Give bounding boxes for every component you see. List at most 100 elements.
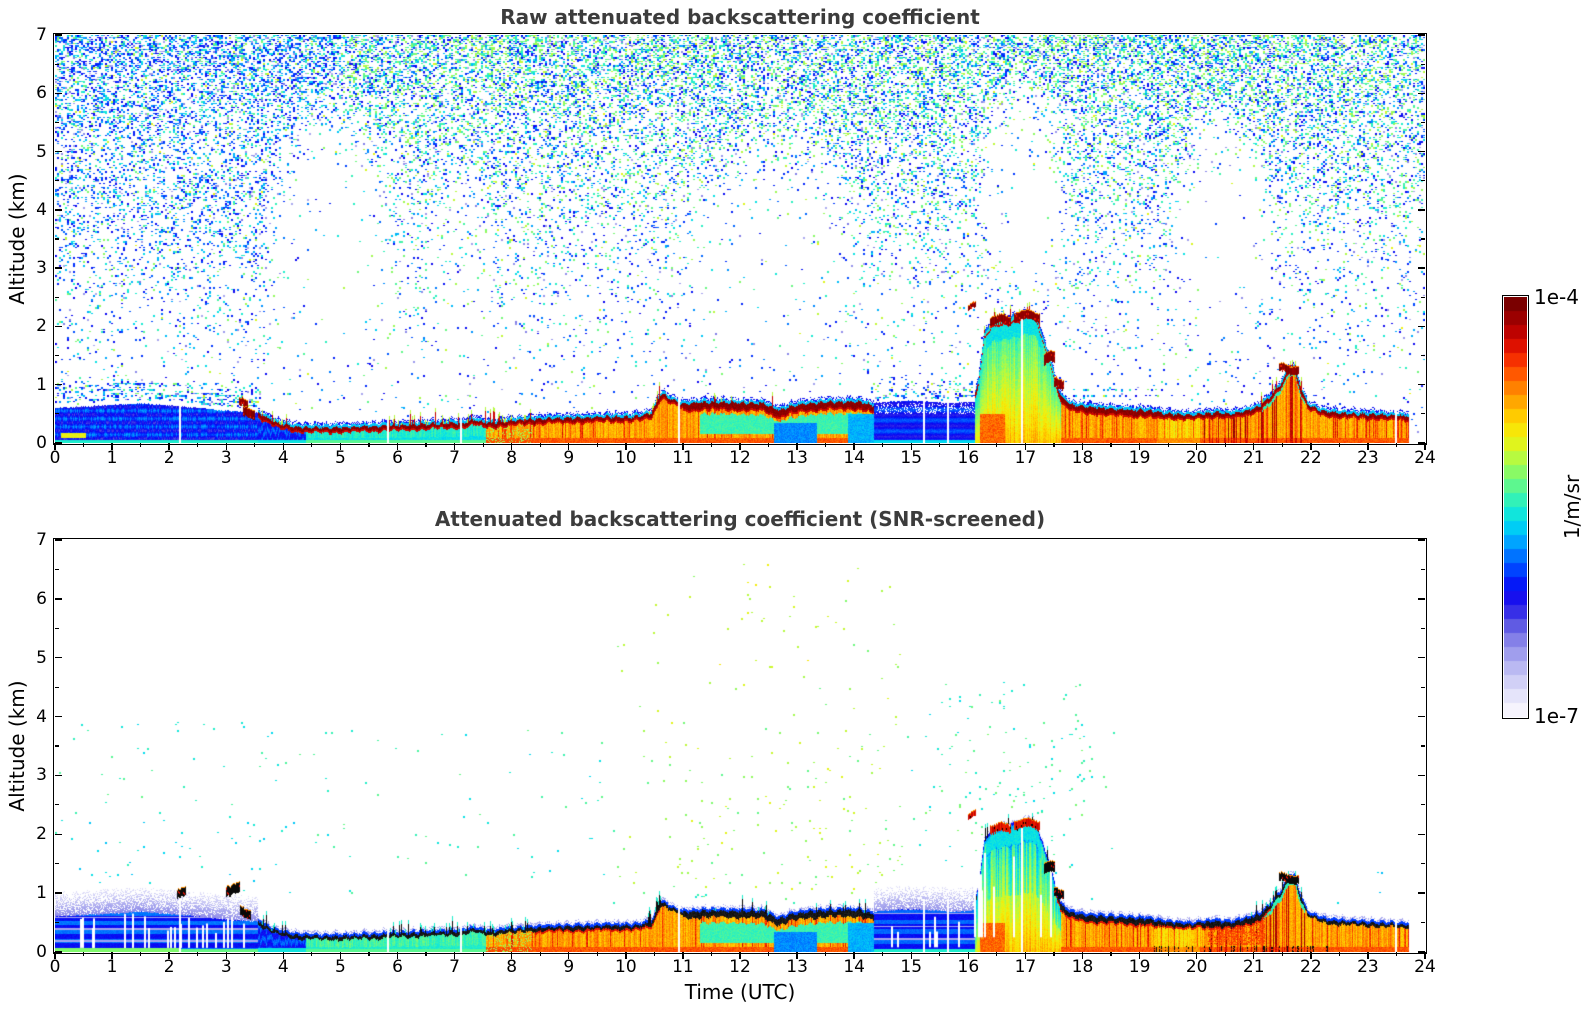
x-minor-tick — [140, 952, 142, 956]
x-tick — [1424, 952, 1426, 959]
x-tick-label: 21 — [1242, 448, 1265, 468]
y-tick — [55, 715, 62, 718]
x-tick-label: 11 — [672, 448, 694, 468]
x-tick — [339, 443, 342, 450]
y-tick-right — [1418, 657, 1425, 659]
y-tick-right — [1418, 774, 1425, 777]
x-minor-tick — [825, 952, 827, 956]
x-minor-tick — [767, 952, 770, 956]
x-minor-tick — [1167, 952, 1169, 956]
y-tick-right — [1418, 209, 1425, 211]
x-minor-tick — [482, 443, 484, 447]
y-minor-tick — [55, 180, 59, 182]
y-tick-right — [1418, 442, 1425, 444]
y-minor-tick-right — [1421, 686, 1425, 688]
y-tick — [55, 774, 62, 777]
x-tick — [682, 952, 684, 959]
x-minor-tick — [1395, 952, 1398, 956]
y-tick — [55, 209, 62, 211]
y-minor-tick-right — [1421, 413, 1425, 415]
y-tick-label: 0 — [36, 433, 47, 453]
x-tick — [568, 443, 570, 450]
x-tick-label: 24 — [1414, 448, 1436, 468]
x-tick-label: 6 — [392, 957, 403, 977]
screened-heatmap-canvas — [55, 540, 1425, 952]
x-tick-label: 7 — [449, 957, 460, 977]
x-tick — [168, 952, 170, 959]
x-minor-tick — [653, 443, 655, 447]
x-minor-tick — [254, 952, 256, 956]
y-minor-tick-right — [1421, 804, 1425, 806]
y-minor-tick — [55, 354, 59, 357]
y-tick-right — [1418, 715, 1425, 718]
x-tick — [1310, 443, 1312, 450]
x-tick-label: 2 — [163, 448, 175, 468]
y-minor-tick — [55, 413, 59, 415]
x-minor-tick — [939, 952, 941, 956]
x-tick-label: 1 — [106, 448, 118, 468]
x-tick — [453, 952, 456, 959]
x-tick-label: 16 — [957, 448, 980, 468]
raw-heatmap-canvas — [55, 35, 1425, 443]
x-minor-tick — [653, 952, 655, 956]
x-tick-label: 12 — [729, 957, 751, 977]
y-tick-label: 3 — [36, 258, 47, 279]
y-minor-tick — [55, 121, 59, 124]
y-tick-label: 4 — [36, 706, 47, 727]
x-tick — [225, 952, 227, 959]
y-tick — [55, 267, 62, 269]
x-tick — [967, 952, 970, 959]
y-minor-tick — [55, 238, 59, 240]
x-minor-tick — [425, 443, 427, 447]
x-tick — [111, 952, 113, 959]
y-tick-right — [1418, 34, 1425, 36]
x-tick-label: 9 — [563, 448, 575, 468]
x-tick-label: 0 — [49, 448, 61, 468]
y-minor-tick — [55, 863, 59, 865]
colorbar-unit-label: 1/m/sr — [1560, 474, 1584, 540]
x-tick-label: 0 — [49, 957, 61, 977]
x-minor-tick — [1224, 443, 1226, 447]
x-tick-label: 15 — [900, 957, 923, 977]
x-tick-label: 20 — [1185, 448, 1208, 468]
x-tick-label: 19 — [1128, 448, 1151, 468]
x-tick — [1081, 952, 1084, 959]
x-tick-label: 2 — [163, 957, 175, 977]
y-tick — [55, 150, 62, 153]
x-tick-label: 6 — [392, 448, 403, 468]
x-tick — [1024, 443, 1027, 450]
x-minor-tick — [311, 443, 313, 447]
x-minor-tick — [996, 443, 998, 447]
y-minor-tick — [55, 568, 59, 571]
x-tick — [510, 952, 513, 959]
x-minor-tick — [82, 952, 85, 956]
panel1-title: Raw attenuated backscattering coefficien… — [500, 5, 980, 29]
x-minor-tick — [710, 952, 713, 956]
y-tick-right — [1418, 892, 1425, 894]
x-minor-tick — [140, 443, 142, 447]
y-tick-label: 5 — [36, 647, 47, 668]
x-tick-label: 24 — [1414, 957, 1436, 977]
x-tick — [853, 952, 855, 959]
y-minor-tick-right — [1421, 121, 1425, 124]
x-minor-tick — [1281, 952, 1283, 956]
x-tick — [111, 443, 113, 450]
x-tick-label: 22 — [1300, 957, 1322, 977]
x-tick-label: 23 — [1357, 957, 1379, 977]
x-tick — [282, 952, 285, 959]
x-tick-label: 3 — [220, 448, 232, 468]
x-minor-tick — [482, 952, 484, 956]
x-tick — [396, 443, 399, 450]
x-minor-tick — [596, 443, 598, 447]
x-minor-tick — [1053, 952, 1055, 956]
x-tick-label: 1 — [106, 957, 118, 977]
x-tick — [625, 443, 627, 450]
x-tick — [967, 443, 970, 450]
x-tick — [1081, 443, 1084, 450]
y-minor-tick-right — [1421, 921, 1425, 924]
y-tick-right — [1418, 325, 1425, 328]
x-tick — [1138, 952, 1141, 959]
y-minor-tick-right — [1421, 63, 1425, 65]
x-minor-tick — [1338, 443, 1340, 447]
